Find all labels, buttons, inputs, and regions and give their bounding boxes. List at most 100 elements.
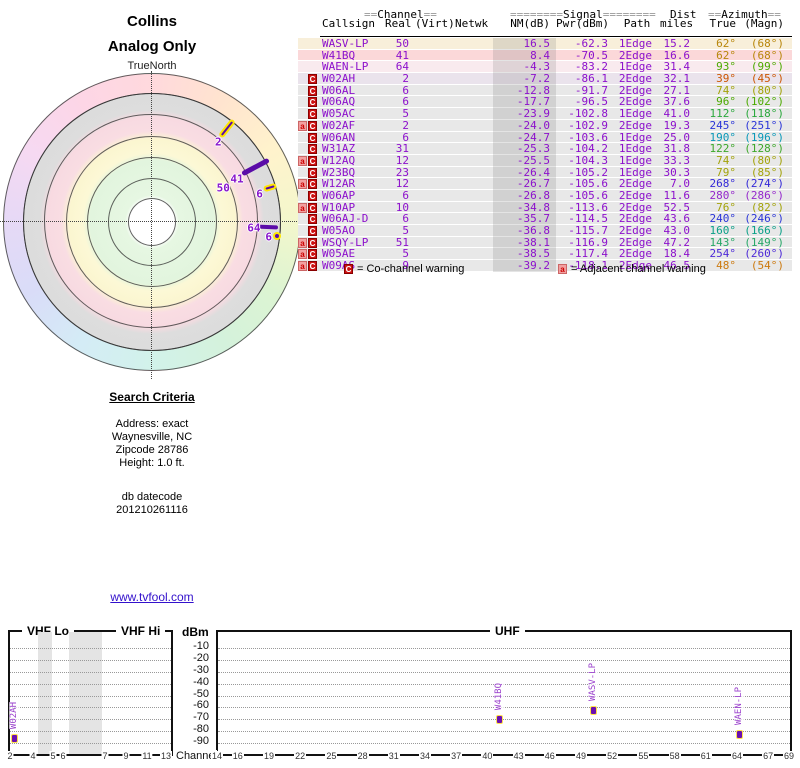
channel-tick-label: 34 [418, 751, 432, 761]
path-cell: 1Edge [618, 130, 652, 144]
distance-miles-cell: 25.0 [663, 130, 691, 144]
radar-ring-circle [66, 136, 238, 308]
channel-tick-label: 46 [543, 751, 556, 761]
azimuth-true-cell: 74° [716, 153, 736, 167]
distance-miles-cell: 15.2 [663, 37, 691, 50]
virt-channel-cell [415, 237, 455, 249]
co-channel-warning-icon: C [308, 202, 317, 213]
pwr-dbm-cell: -83.2 [574, 60, 608, 74]
col-header-virt: (Virt) [415, 17, 455, 30]
callsign-cell: WSQY-LP [322, 235, 369, 249]
station-bar-waen-lp [735, 730, 743, 740]
co-channel-warning-icon: C [308, 167, 317, 178]
virt-channel-cell [415, 190, 455, 202]
adjacent-warning-cell [298, 50, 308, 62]
path-cell: 1Edge [618, 165, 652, 179]
callsign-cell: W23BQ [322, 165, 356, 179]
channel-tick-label: 13 [159, 751, 173, 761]
vhf-lo-section-label: VHF Lo [22, 624, 74, 638]
azimuth-true-cell: 48° [716, 259, 736, 273]
azimuth-magnetic-cell: (260°) [744, 247, 784, 261]
table-row: C W06AQ 6 -17.7 -96.5 2Edge 37.6 96° (102°) [298, 95, 792, 109]
path-cell: 2Edge [618, 118, 652, 132]
adjacent-warning-cell: a [298, 202, 308, 214]
real-channel-cell: 12 [395, 153, 409, 167]
nm-db-cell: -34.8 [493, 201, 556, 214]
nm-db-cell: -26.4 [493, 166, 556, 179]
station-bar-label: WAEN-LP [733, 687, 744, 726]
station-bar-label: W41BQ [494, 683, 505, 711]
search-address: Address: exact [115, 418, 189, 430]
tvfool-link[interactable]: www.tvfool.com [110, 590, 194, 604]
dbm-gridline [10, 695, 171, 697]
db-datecode-value: 201210261116 [116, 504, 188, 516]
dbm-gridline [218, 695, 790, 697]
channel-tick-label: 55 [637, 751, 650, 761]
dbm-tick-label: -90 [193, 735, 209, 747]
distance-miles-cell: 16.6 [663, 48, 691, 62]
nm-db-cell: -35.7 [493, 213, 556, 226]
uhf-plot-area: UHF W41BQ WASV-LP WAEN-LP [216, 624, 792, 756]
azimuth-magnetic-cell: (286°) [744, 188, 784, 202]
nm-db-cell: -7.2 [493, 73, 556, 85]
pwr-dbm-cell: -114.5 [568, 212, 608, 226]
real-channel-cell: 23 [395, 165, 409, 179]
dbm-tick-label: -40 [193, 675, 209, 688]
pwr-dbm-cell: -105.6 [568, 177, 608, 191]
dbm-gridline [10, 743, 171, 744]
report-title-line1: Collins [126, 13, 177, 30]
distance-miles-cell: 11.6 [663, 188, 691, 202]
distance-miles-cell: 47.2 [663, 235, 691, 249]
azimuth-magnetic-cell: (102°) [744, 95, 784, 109]
header-underline [320, 36, 792, 37]
network-cell [455, 61, 493, 73]
adjacent-warning-icon: a [298, 120, 307, 131]
co-channel-warning-cell [308, 61, 320, 73]
nm-db-cell: -24.7 [493, 131, 556, 144]
co-channel-warning-cell: C [308, 225, 320, 237]
dbm-gridline [10, 648, 171, 649]
real-channel-cell: 6 [402, 212, 409, 226]
virt-channel-cell [415, 85, 455, 97]
callsign-cell: W06AP [322, 188, 356, 202]
col-header-netwk: Netwk [455, 17, 489, 30]
network-cell [455, 108, 493, 120]
co-channel-warning-icon: C [344, 264, 353, 274]
dbm-tick-label: -80 [193, 723, 209, 736]
adjacent-channel-warning-icon: a [558, 264, 567, 274]
callsign-cell: W05AE [322, 247, 356, 261]
callsign-cell: W10AP [322, 200, 356, 214]
table-row: W41BQ 41 8.4 -70.5 2Edge 16.6 62° (68°) [298, 48, 792, 62]
nm-db-cell: -36.8 [493, 225, 556, 237]
co-channel-warning-cell: C [308, 213, 320, 225]
co-channel-warning-cell: C [308, 132, 320, 144]
radar-marker-label: 41 [230, 172, 244, 186]
nm-db-cell: -38.5 [493, 248, 556, 261]
callsign-cell: W05AC [322, 107, 356, 121]
channel-tick-label: 69 [782, 751, 796, 761]
azimuth-true-cell: 62° [716, 48, 736, 62]
dbm-gridline [218, 659, 790, 661]
network-cell [455, 73, 493, 85]
distance-miles-cell: 37.6 [663, 95, 691, 109]
channel-tick-label: 37 [450, 751, 463, 761]
channel-tick-label: 28 [356, 751, 369, 761]
adjacent-warning-cell: a [298, 120, 308, 132]
distance-miles-cell: 7.0 [670, 177, 690, 191]
col-header-callsign: Callsign [322, 17, 375, 30]
col-header-real: Real [385, 17, 412, 30]
azimuth-magnetic-cell: (196°) [744, 130, 784, 144]
channel-tick-label: 11 [141, 751, 153, 761]
real-channel-cell: 50 [395, 37, 409, 50]
distance-miles-cell: 18.4 [663, 247, 691, 261]
azimuth-magnetic-cell: (68°) [750, 48, 784, 62]
path-cell: 1Edge [618, 60, 652, 74]
adjacent-warning-cell: a [298, 248, 308, 260]
azimuth-true-cell: 96° [716, 95, 736, 109]
co-channel-warning-icon: C [308, 190, 317, 201]
real-channel-cell: 31 [395, 142, 409, 156]
station-bar-label: WASV-LP [587, 662, 598, 701]
report-title-line2: Analog Only [107, 38, 197, 55]
co-channel-warning-icon: C [308, 155, 317, 166]
pwr-dbm-cell: -86.1 [574, 72, 608, 86]
